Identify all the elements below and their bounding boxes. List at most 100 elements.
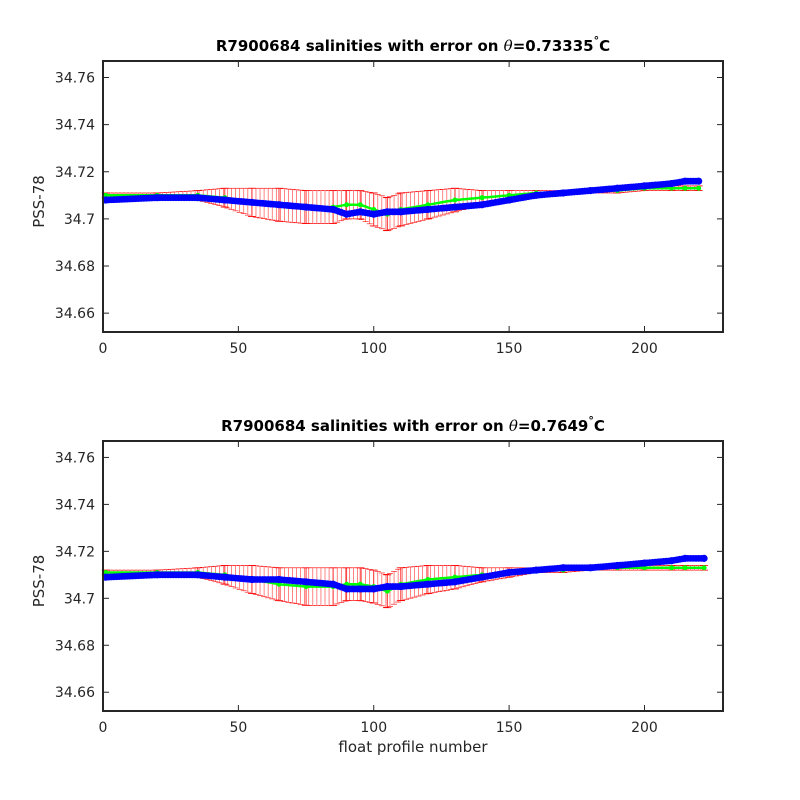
chart-panel-2: 0 50 100 150 200 34.66 34.68 34.7 34.72 34.74 34.7… xyxy=(30,414,724,756)
float-point xyxy=(532,191,540,199)
chart-title: R7900684 salinities with error on θ=0.76… xyxy=(221,414,605,435)
y-axis-label: PSS-78 xyxy=(30,555,48,608)
mapped-point xyxy=(669,185,675,191)
axes-box xyxy=(102,440,724,712)
float-point xyxy=(681,554,689,562)
y-tick-label: 34.7 xyxy=(64,591,95,607)
title-theta-symbol: θ xyxy=(504,37,513,55)
float-point xyxy=(194,571,202,579)
float-point xyxy=(586,564,594,572)
float-point xyxy=(424,205,432,214)
float-point xyxy=(505,196,513,204)
float-point xyxy=(221,573,229,581)
float-point xyxy=(613,561,622,570)
mapped-point xyxy=(357,202,363,208)
float-point xyxy=(343,210,351,218)
float-point xyxy=(559,189,567,197)
mapped-point xyxy=(357,581,363,587)
float-point xyxy=(275,575,283,584)
y-tick-label: 34.76 xyxy=(55,70,95,86)
mapped-point xyxy=(344,202,350,208)
float-point xyxy=(343,585,351,593)
x-tick-label: 150 xyxy=(496,720,523,736)
float-point xyxy=(700,554,708,562)
y-tick-label: 34.66 xyxy=(55,306,95,322)
float-point xyxy=(356,208,364,216)
float-point xyxy=(397,582,405,591)
chart-panel-1: 0 50 100 150 200 34.66 34.68 34.7 34.72 34.74 34.7… xyxy=(30,34,724,357)
float-point xyxy=(221,196,229,204)
mapped-point xyxy=(669,565,675,571)
float-point xyxy=(153,194,161,202)
x-axis-label: float profile number xyxy=(338,738,488,756)
y-tick-label: 34.68 xyxy=(55,259,95,275)
x-tick-label: 0 xyxy=(99,341,108,357)
float-point xyxy=(248,575,256,584)
float-point xyxy=(356,585,364,593)
title-degree-symbol: ° xyxy=(588,414,594,427)
x-tick-label: 100 xyxy=(360,341,387,357)
title-title-prefix: R7900684 salinities with error on xyxy=(221,417,509,435)
float-series xyxy=(102,177,703,218)
float-point xyxy=(329,580,337,588)
mapped-point xyxy=(696,185,702,191)
mapped-point xyxy=(103,569,109,575)
float-point xyxy=(451,578,459,586)
title-theta-value: =0.73335 xyxy=(513,37,594,55)
mapped-point xyxy=(682,565,688,571)
title-degree-symbol: ° xyxy=(594,34,600,47)
x-tick-label: 200 xyxy=(631,720,658,736)
title-theta-symbol: θ xyxy=(509,417,518,435)
mapped-point xyxy=(425,577,431,583)
x-tick-label: 50 xyxy=(229,341,247,357)
x-tick-label: 200 xyxy=(631,341,658,357)
axes-box xyxy=(102,60,724,333)
float-point xyxy=(667,179,676,188)
mapped-point xyxy=(641,565,647,571)
float-point xyxy=(667,557,676,565)
x-tick-label: 50 xyxy=(229,720,247,736)
float-point xyxy=(586,187,594,195)
y-tick-label: 34.74 xyxy=(55,497,95,513)
y-tick-label: 34.74 xyxy=(55,118,95,134)
float-point xyxy=(383,208,391,216)
float-point xyxy=(478,201,486,209)
mapped-point xyxy=(425,202,431,208)
float-point xyxy=(302,203,310,211)
mapped-series xyxy=(103,565,707,594)
float-point xyxy=(153,571,161,579)
mapped-point xyxy=(303,584,309,590)
float-point xyxy=(302,578,310,586)
mapped-point xyxy=(276,581,282,587)
y-axis-label: PSS-78 xyxy=(30,175,48,228)
float-point xyxy=(370,210,378,218)
mapped-point xyxy=(479,195,485,201)
float-point xyxy=(695,177,703,185)
title-theta-value: =0.7649 xyxy=(518,417,588,435)
float-point xyxy=(194,194,202,202)
y-tick-label: 34.68 xyxy=(55,638,95,654)
float-point xyxy=(559,564,567,572)
float-point xyxy=(613,184,622,192)
float-point xyxy=(383,582,391,591)
float-point xyxy=(248,198,256,206)
x-tick-label: 100 xyxy=(360,720,387,736)
x-tick-label: 0 xyxy=(99,720,108,736)
mapped-point xyxy=(103,192,109,198)
mapped-point xyxy=(452,197,458,203)
float-series xyxy=(102,554,708,593)
y-tick-label: 34.76 xyxy=(55,450,95,466)
float-point xyxy=(397,208,405,216)
float-point xyxy=(532,566,540,574)
float-point xyxy=(451,203,459,211)
y-tick-label: 34.66 xyxy=(55,685,95,701)
title-title-prefix: R7900684 salinities with error on xyxy=(216,37,504,55)
float-point xyxy=(424,580,432,588)
title-unit-letter: C xyxy=(599,37,610,55)
float-point xyxy=(370,585,378,593)
float-point xyxy=(640,559,649,567)
y-tick-label: 34.72 xyxy=(55,544,95,560)
float-point xyxy=(640,182,649,190)
y-tick-label: 34.72 xyxy=(55,165,95,181)
